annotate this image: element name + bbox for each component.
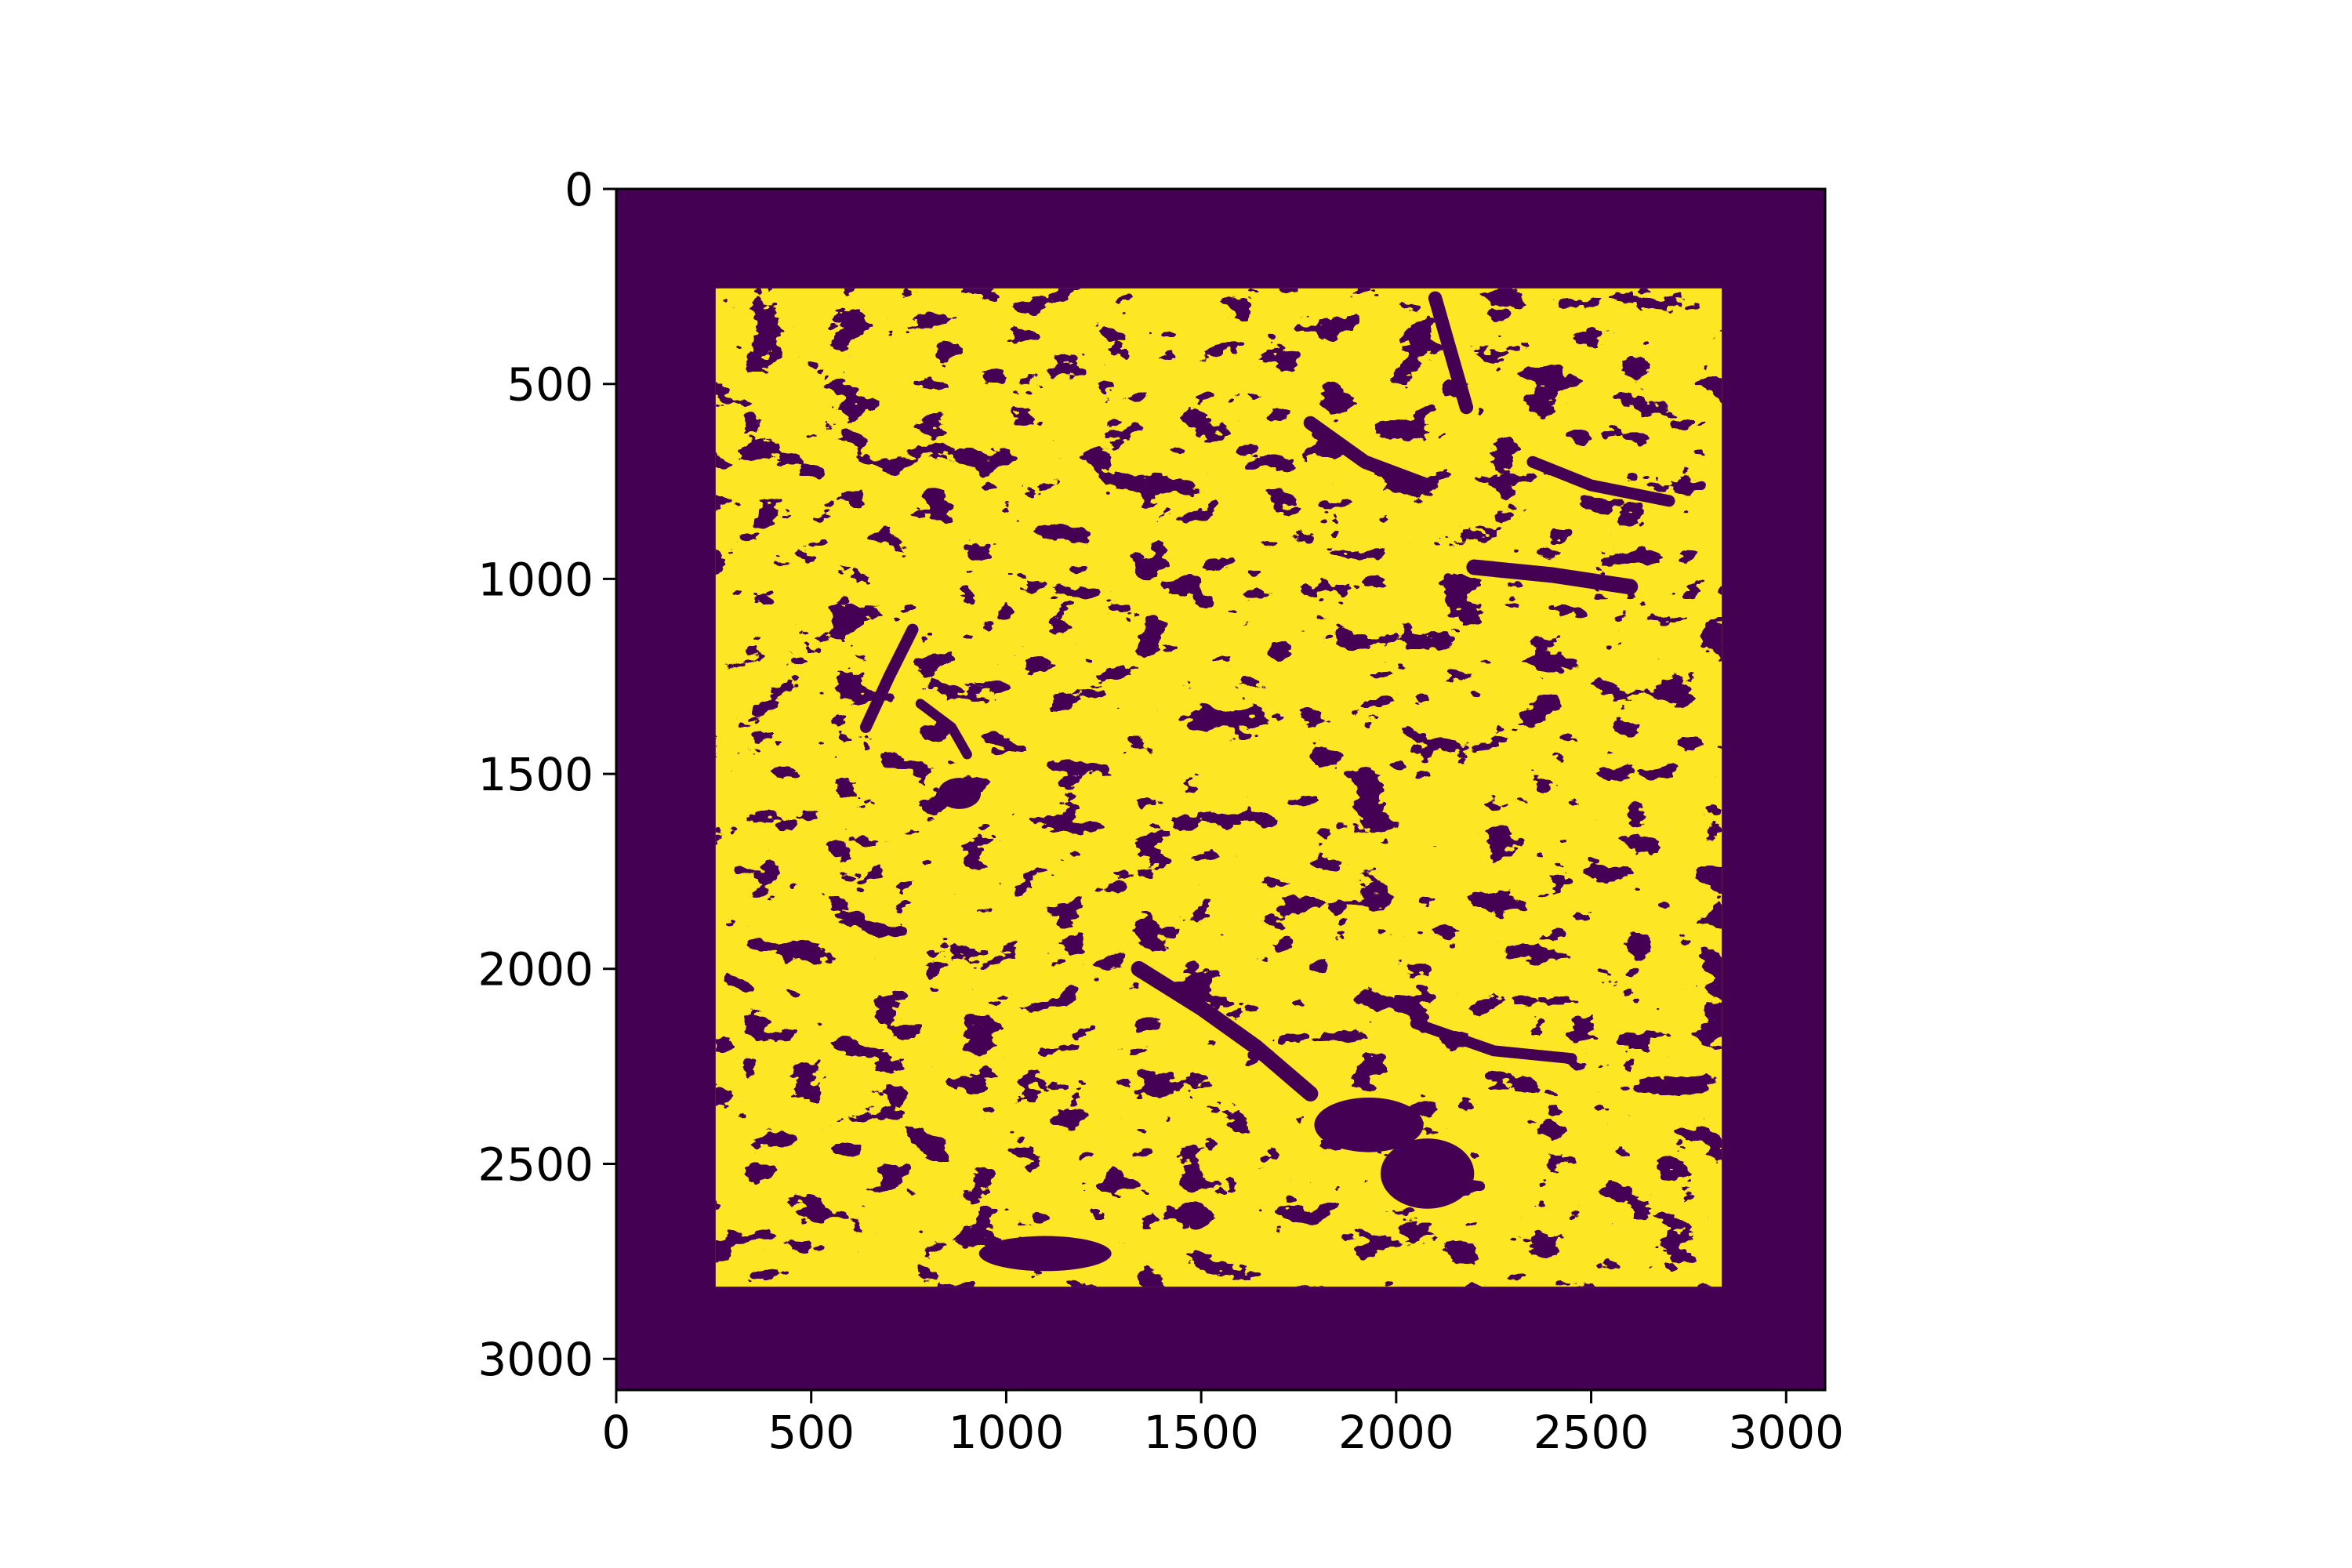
dark-blob — [1314, 1097, 1424, 1152]
dark-streak — [1526, 456, 1675, 507]
y-tick: 500 — [506, 358, 616, 412]
y-tick: 3000 — [477, 1333, 616, 1386]
x-tick: 1500 — [1143, 1390, 1259, 1459]
y-tick-label: 500 — [506, 358, 593, 412]
y-tick-label: 2500 — [477, 1138, 593, 1191]
axes-frame — [615, 187, 1827, 1392]
dark-streak — [1428, 291, 1474, 415]
y-tick: 1500 — [477, 748, 616, 801]
dark-streak — [859, 623, 919, 733]
y-tick-label: 0 — [564, 163, 593, 216]
x-tick: 1000 — [949, 1390, 1065, 1459]
x-tick: 0 — [602, 1390, 631, 1459]
y-tick: 1000 — [477, 553, 616, 606]
y-tick: 2000 — [477, 943, 616, 996]
x-tick: 3000 — [1728, 1390, 1844, 1459]
y-axis: 0 500 1000 1500 2000 2500 3000 — [477, 163, 616, 1386]
x-tick-label: 2000 — [1338, 1406, 1454, 1459]
x-tick: 500 — [768, 1390, 855, 1459]
x-tick-label: 1000 — [949, 1406, 1065, 1459]
heatmap-texture-speckle — [715, 288, 1722, 1287]
y-tick-label: 1500 — [477, 748, 593, 801]
dark-blob — [938, 778, 982, 809]
dark-streak — [1131, 960, 1319, 1102]
y-tick-label: 3000 — [477, 1333, 593, 1386]
x-axis: 0 500 1000 1500 2000 2500 3000 — [602, 1390, 1844, 1459]
heatmap-texture — [715, 288, 1722, 1287]
dark-streak — [1466, 559, 1639, 595]
x-tick-label: 3000 — [1728, 1406, 1844, 1459]
heatmap-dark-features — [859, 291, 1675, 1272]
dark-blob — [978, 1236, 1112, 1272]
x-tick-label: 500 — [768, 1406, 855, 1459]
plot-area — [615, 187, 1827, 1392]
x-tick-label: 2500 — [1534, 1406, 1650, 1459]
y-tick: 0 — [564, 163, 616, 216]
y-tick-label: 1000 — [477, 553, 593, 606]
x-tick: 2000 — [1338, 1390, 1454, 1459]
dark-streak — [915, 699, 972, 760]
x-tick-label: 1500 — [1143, 1406, 1259, 1459]
x-tick: 2500 — [1534, 1390, 1650, 1459]
x-tick-label: 0 — [602, 1406, 631, 1459]
y-tick: 2500 — [477, 1138, 616, 1191]
y-tick-label: 2000 — [477, 943, 593, 996]
dark-streak — [1410, 1018, 1577, 1065]
dark-streak — [1303, 416, 1435, 492]
dark-blob — [1380, 1138, 1475, 1209]
